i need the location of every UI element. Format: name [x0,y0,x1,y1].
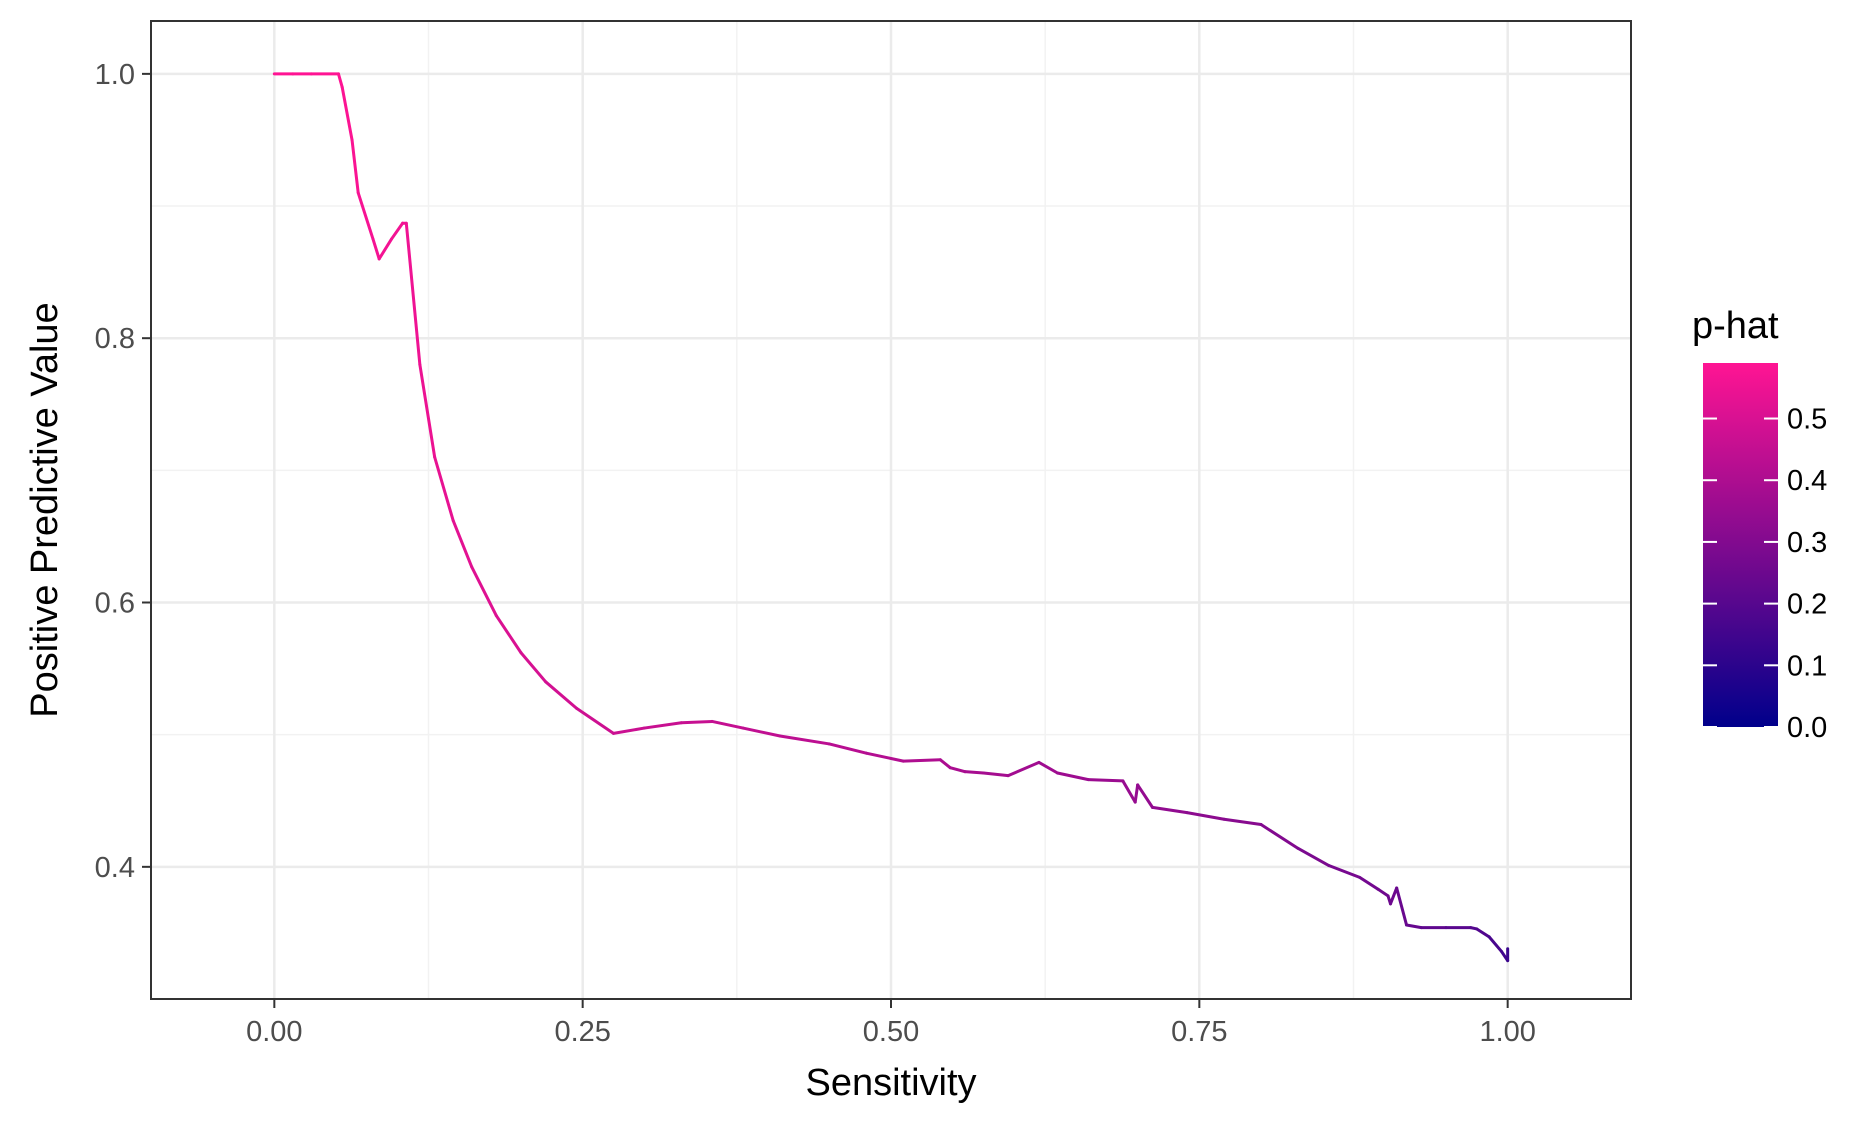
ppv-line-segment [741,726,782,738]
ppv-line-segment [1133,783,1140,804]
ppv-line-segment [494,614,523,655]
ppv-line-segment [1475,927,1491,939]
x-tick-label: 0.00 [246,1016,302,1048]
ppv-line-segment [1037,760,1059,775]
ppv-line-segment [827,742,868,755]
x-axis: 0.00 0.25 0.50 0.75 1.00 [246,999,1536,1048]
x-tick-label: 0.50 [863,1016,919,1048]
ppv-line-segment [1006,760,1041,778]
ppv-line-segment [948,766,967,774]
ppv-line-segment [544,680,578,710]
ppv-line-segment [1056,771,1090,782]
ppv-line-segment [963,770,985,775]
ppv-line-segment [1259,823,1300,850]
ppv-line-segment [612,726,646,735]
ppv-line-segment [1405,923,1423,930]
legend: p-hat 0.0 0.1 0.2 0.3 0.4 0.5 [1692,305,1827,744]
x-tick-label: 0.75 [1171,1016,1227,1048]
legend-tick-label: 0.1 [1787,650,1827,682]
legend-tick-label: 0.5 [1787,404,1827,436]
x-tick-label: 0.25 [554,1016,610,1048]
ppv-line-segment [404,221,422,367]
ppv-line-segment [350,138,360,195]
y-tick-label: 0.6 [95,588,135,620]
ppv-line-segment [1086,778,1125,783]
ppv-line-segment [1296,846,1331,868]
y-axis-title: Positive Predictive Value [24,302,66,717]
ppv-line-segment [390,221,405,241]
y-tick-label: 1.0 [95,59,135,91]
ppv-line-segment [340,85,354,142]
ppv-line-segment [642,721,683,730]
legend-ticks: 0.0 0.1 0.2 0.3 0.4 0.5 [1703,404,1827,744]
legend-colorbar [1703,363,1778,727]
major-gridlines [151,21,1631,999]
ppv-line-segment [418,363,437,459]
ppv-line-segment [710,719,745,730]
ppv-line-segment [451,519,474,569]
ppv-line-segment [864,751,905,763]
legend-tick-label: 0.4 [1787,465,1827,497]
ppv-line-segment [1136,783,1154,809]
ppv-line-segment [679,719,714,725]
x-tick-label: 1.00 [1479,1016,1535,1048]
ppv-line-segment [938,758,952,770]
ppv-line-segment [575,706,615,735]
ppv-line-segment [1376,887,1390,898]
ppv-line-segment [433,455,455,523]
ppv-line-segment [470,565,498,618]
ppv-line-segment [1327,864,1362,879]
legend-title: p-hat [1692,305,1779,347]
ppv-line-segment [371,237,381,261]
legend-tick-label: 0.0 [1787,712,1827,744]
ppv-line-segment [1358,875,1380,891]
y-tick-label: 0.8 [95,323,135,355]
ppv-line-segment [1222,817,1263,827]
ppv-line-segment [1395,886,1409,927]
ppv-line-segment [982,771,1010,778]
ppv-line [272,72,1510,963]
legend-tick-label: 0.3 [1787,527,1827,559]
ppv-line-segment [356,191,375,241]
ppv-line-segment [778,734,831,746]
ppv-line-segment [377,237,393,261]
ppv-line-segment [336,72,344,89]
legend-tick-label: 0.2 [1787,589,1827,621]
ppv-line-segment [1185,811,1226,821]
ppv-line-segment [519,651,548,684]
ppv-line-segment [901,758,942,763]
y-axis: 0.4 0.6 0.8 1.0 [95,59,151,884]
ppv-line-segment [1121,779,1137,804]
ppv-line-segment [1389,886,1399,906]
x-axis-title: Sensitivity [805,1062,976,1104]
ppv-line-segment [1150,805,1189,815]
y-tick-label: 0.4 [95,852,135,884]
ppv-line-segment [1487,935,1503,953]
